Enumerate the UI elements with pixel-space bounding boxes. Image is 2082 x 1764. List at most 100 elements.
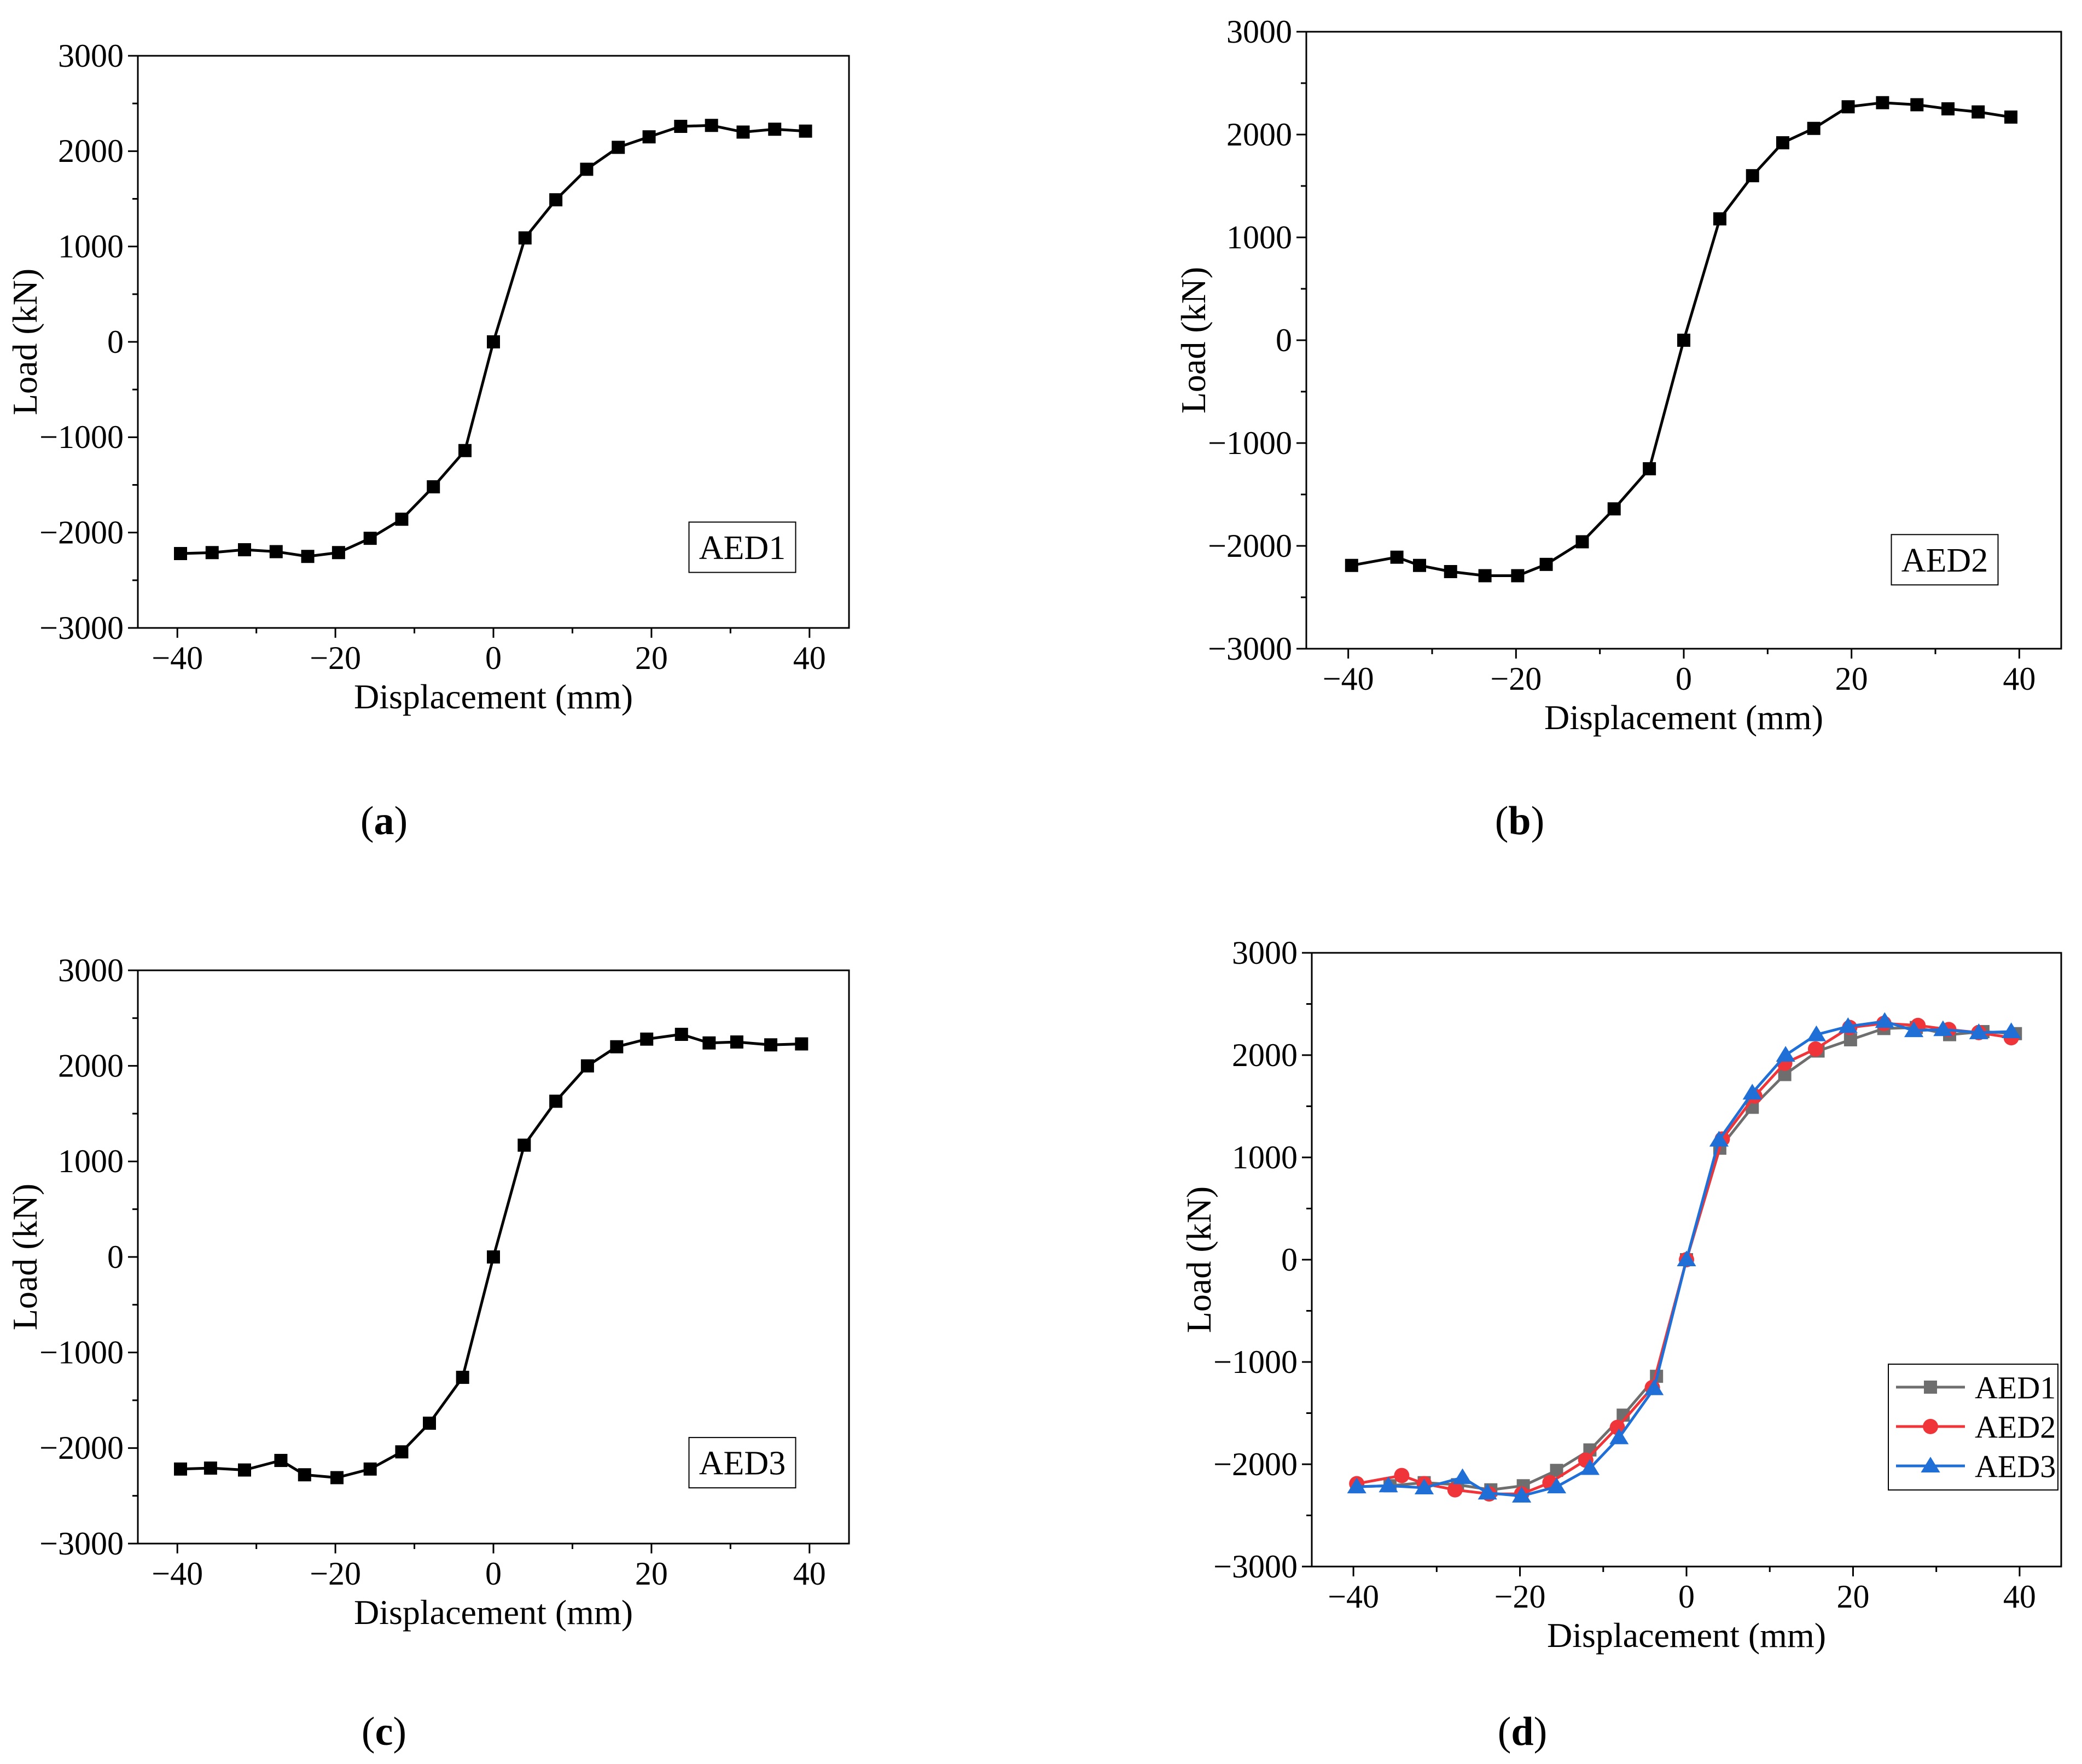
x-tick-label: 40 [793,640,826,676]
data-point [1806,1025,1827,1041]
data-point [1512,1487,1532,1503]
y-tick-label: −3000 [39,1526,124,1562]
data-point [174,547,187,561]
data-point [518,231,532,244]
y-tick-label: 2000 [58,1047,124,1084]
data-point [1677,1250,1696,1266]
y-tick-label: 0 [1276,322,1292,358]
y-tick-label: 0 [1281,1242,1298,1278]
data-point [238,543,251,557]
data-point [1875,1012,1894,1028]
panel-letter: c [375,1709,393,1754]
data-point [730,1035,743,1049]
data-point [1478,569,1492,583]
annotation-box: AED2 [1891,534,1999,586]
y-tick-label: −3000 [1213,1548,1298,1585]
panel-letter: a [374,799,394,843]
data-point [1390,550,1404,564]
data-point [1742,1084,1762,1100]
panel-letter: b [1508,799,1531,843]
annotation-box: AED1 [688,521,796,573]
x-tick-label: −20 [1490,661,1542,697]
chart-panel-a: −40 −20 0 20 40 3000 2000 1000 0 −1000 −2000 −3000 D… [5,38,850,843]
data-point [612,141,625,154]
y-tick-label: 3000 [1232,935,1298,971]
data-point [1444,565,1457,578]
data-point [1607,502,1621,516]
x-tick-label: −40 [152,1556,203,1592]
x-axis-label: Displacement (mm) [354,1593,633,1632]
y-tick-label: −2000 [1208,528,1292,564]
y-axis-label: Load (kN) [5,1184,44,1330]
x-tick-label: 0 [485,640,502,676]
data-point [799,124,812,138]
annotation-frame [1891,534,1999,586]
series-AED1 [174,119,812,563]
data-point [610,1040,624,1053]
data-point [1379,1476,1398,1493]
data-point [1413,558,1426,572]
data-point [549,1095,563,1108]
data-point [487,335,500,348]
data-point [1609,1428,1629,1445]
data-point [487,1250,500,1264]
legend-marker [1921,1457,1940,1472]
data-point [298,1468,311,1482]
legend-label: AED2 [1975,1409,2056,1445]
data-point [1713,212,1726,226]
data-point [330,1471,344,1484]
y-tick-label: −1000 [1208,425,1292,461]
y-tick-label: 0 [107,324,124,360]
data-point [301,550,315,563]
data-point [1807,121,1821,135]
y-tick-label: −2000 [39,514,124,550]
data-point [1347,1477,1366,1494]
y-tick-label: −3000 [39,610,124,646]
y-tick-label: 2000 [1232,1037,1298,1073]
data-point [1941,102,1955,115]
x-tick-label: −20 [310,640,361,676]
data-point [1478,1483,1497,1500]
y-tick-label: 1000 [1226,219,1292,255]
x-axis-label: Displacement (mm) [1547,1616,1826,1655]
data-point [549,193,563,207]
panel-label: (d) [1498,1709,1547,1754]
data-point [768,123,782,136]
y-axis-label: Load (kN) [1179,1186,1218,1333]
y-tick-label: 3000 [58,952,124,988]
y-axis-label: Load (kN) [1174,267,1213,414]
data-point [580,1059,594,1073]
x-tick-label: 0 [1676,661,1692,697]
panel-letter: d [1511,1709,1533,1754]
x-tick-label: −20 [1494,1579,1546,1615]
data-point [1345,558,1358,572]
panel-label: (a) [360,799,408,843]
data-point [736,125,750,139]
legend-entry-AED1: AED1 [1896,1370,2056,1405]
series-AED3 [1347,1012,2021,1503]
x-tick-label: −20 [310,1556,361,1592]
data-point [1841,100,1855,114]
x-tick-label: 40 [793,1556,826,1592]
data-point [395,513,409,526]
panel-label: (c) [362,1709,406,1754]
data-point [423,1416,436,1430]
data-point [332,546,345,560]
chart-panel-b: −40 −20 0 20 40 3000 2000 1000 0 −1000 −2000 −3000 D… [1174,14,2062,843]
data-point [1609,1419,1625,1435]
y-tick-label: 1000 [1232,1139,1298,1175]
data-point [795,1037,809,1051]
data-point [363,1462,377,1476]
annotation-text: AED3 [699,1445,786,1482]
data-point [1575,535,1589,549]
legend-entry-AED2: AED2 [1896,1409,2056,1445]
data-point [705,119,718,132]
y-tick-label: −3000 [1208,631,1292,667]
data-point [1709,1131,1729,1147]
data-point [274,1454,288,1468]
data-point [1447,1482,1463,1498]
data-point [580,162,594,176]
data-point [1452,1468,1473,1484]
legend-marker [1924,1381,1937,1394]
data-point [1933,1020,1953,1037]
